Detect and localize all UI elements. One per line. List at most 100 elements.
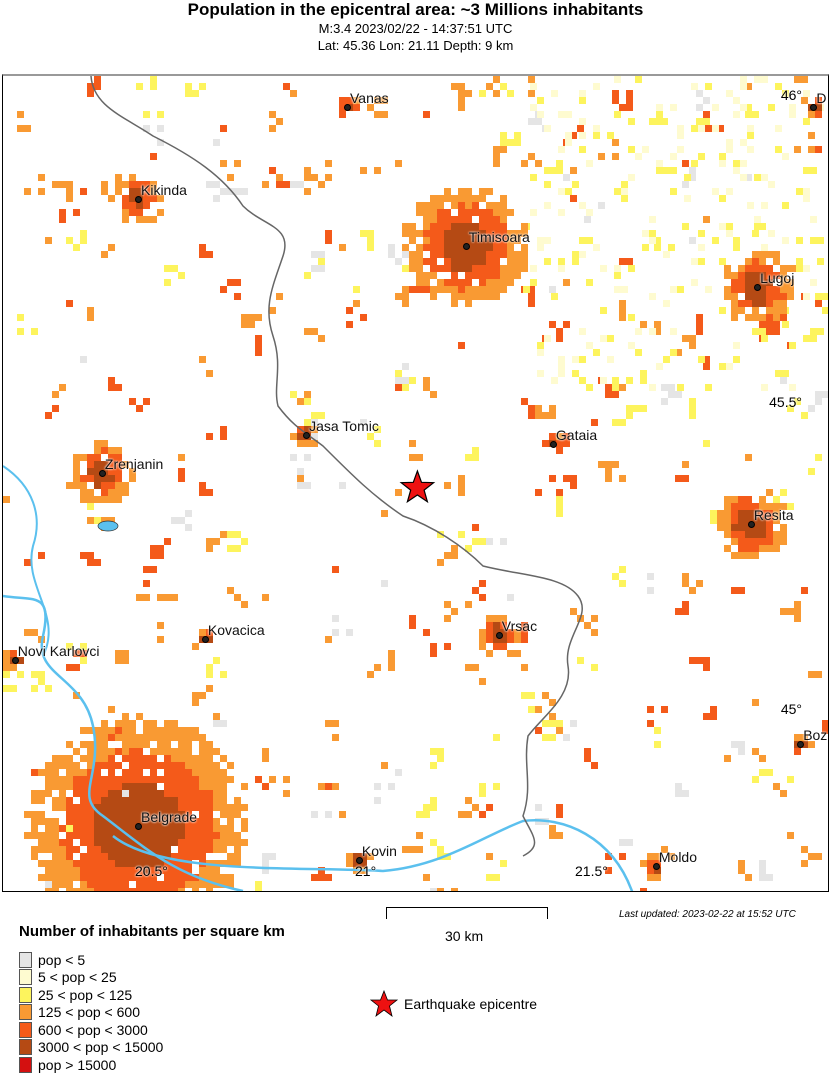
population-cell	[150, 216, 157, 223]
population-cell	[206, 685, 213, 692]
population-cell	[164, 867, 171, 874]
population-cell	[178, 818, 185, 825]
population-cell	[374, 664, 381, 671]
population-cell	[101, 804, 108, 811]
population-cell	[724, 286, 731, 293]
population-cell	[108, 384, 115, 391]
population-cell	[409, 440, 416, 447]
population-cell	[544, 237, 551, 244]
population-cell	[696, 104, 703, 111]
population-cell	[514, 251, 521, 258]
population-cell	[101, 181, 108, 188]
population-cell	[773, 307, 780, 314]
population-cell	[647, 720, 654, 727]
population-cell	[696, 314, 703, 321]
city-marker	[135, 196, 142, 204]
population-cell	[535, 727, 542, 734]
population-cell	[73, 475, 80, 482]
population-cell	[635, 328, 642, 335]
population-cell	[94, 874, 101, 881]
population-cell	[150, 769, 157, 776]
population-cell	[782, 202, 789, 209]
population-cell	[178, 797, 185, 804]
population-cell	[227, 531, 234, 538]
population-cell	[733, 356, 740, 363]
population-cell	[775, 146, 782, 153]
population-cell	[444, 601, 451, 608]
population-cell	[157, 818, 164, 825]
population-cell	[227, 545, 234, 552]
population-cell	[745, 503, 752, 510]
population-cell	[761, 174, 768, 181]
population-cell	[789, 384, 796, 391]
population-cell	[94, 888, 101, 891]
population-cell	[458, 97, 465, 104]
population-cell	[297, 440, 304, 447]
population-cell	[738, 265, 745, 272]
population-cell	[213, 846, 220, 853]
population-cell	[80, 790, 87, 797]
population-cell	[213, 762, 220, 769]
population-cell	[703, 440, 710, 447]
population-cell	[395, 293, 402, 300]
population-cell	[52, 832, 59, 839]
population-cell	[551, 377, 558, 384]
population-cell	[409, 230, 416, 237]
population-cell	[570, 720, 577, 727]
population-cell	[780, 531, 787, 538]
population-map[interactable]: Vanas D Kikinda Timisoara Lugoj Jasa Tomic Gat…	[2, 74, 829, 892]
population-cell	[311, 426, 318, 433]
population-cell	[31, 853, 38, 860]
population-cell	[500, 132, 507, 139]
population-cell	[150, 552, 157, 559]
population-cell	[465, 545, 472, 552]
river	[112, 819, 634, 891]
population-cell	[437, 251, 444, 258]
population-cell	[458, 251, 465, 258]
population-cell	[325, 783, 332, 790]
population-cell	[472, 244, 479, 251]
population-cell	[164, 594, 171, 601]
population-cell	[731, 293, 738, 300]
population-cell	[213, 860, 220, 867]
population-cell	[437, 888, 444, 891]
population-cell	[493, 237, 500, 244]
population-cell	[73, 783, 80, 790]
population-cell	[745, 454, 752, 461]
population-cell	[108, 762, 115, 769]
population-cell	[192, 783, 199, 790]
population-cell	[346, 307, 353, 314]
population-cell	[283, 83, 290, 90]
population-cell	[703, 118, 710, 125]
population-cell	[598, 202, 605, 209]
population-cell	[94, 468, 101, 475]
population-cell	[465, 251, 472, 258]
population-cell	[528, 118, 535, 125]
population-cell	[738, 272, 745, 279]
population-cell	[745, 545, 752, 552]
population-cell	[731, 517, 738, 524]
population-cell	[101, 482, 108, 489]
population-cell	[150, 797, 157, 804]
population-cell	[290, 433, 297, 440]
population-cell	[528, 153, 535, 160]
population-cell	[339, 111, 346, 118]
population-cell	[549, 167, 556, 174]
lon-tick-label: 21.5°	[575, 863, 608, 879]
population-cell	[59, 853, 66, 860]
population-cell	[220, 797, 227, 804]
star-icon	[370, 990, 398, 1017]
population-cell	[115, 454, 122, 461]
population-cell	[787, 503, 794, 510]
population-cell	[521, 622, 528, 629]
population-cell	[101, 517, 108, 524]
population-cell	[556, 335, 563, 342]
population-cell	[80, 489, 87, 496]
population-cell	[185, 860, 192, 867]
population-cell	[94, 853, 101, 860]
population-cell	[822, 727, 828, 734]
population-cell	[206, 874, 213, 881]
population-cell	[465, 223, 472, 230]
population-cell	[80, 797, 87, 804]
population-cell	[402, 363, 409, 370]
